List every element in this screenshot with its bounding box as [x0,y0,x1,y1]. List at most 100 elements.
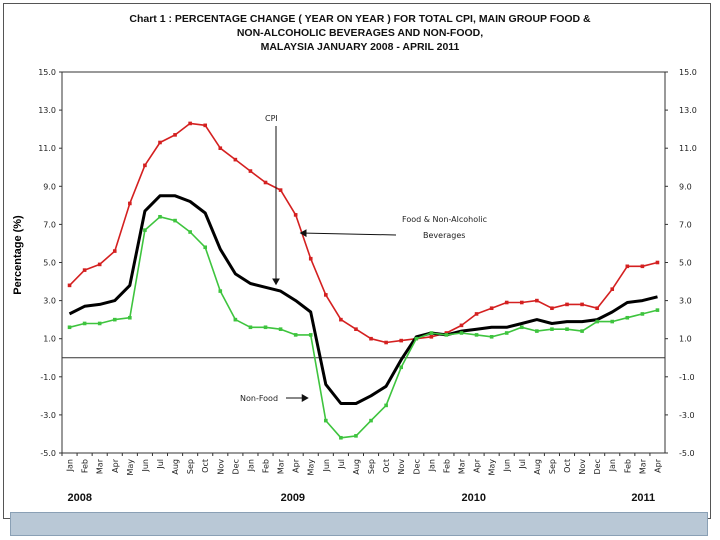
x-tick-label: Jul [337,459,346,470]
x-tick-label: Sep [186,459,195,474]
x-tick-label: Jan [66,459,75,472]
data-point [459,323,464,328]
data-point [429,331,434,335]
data-point [625,315,630,320]
data-point [595,319,599,324]
x-tick-label: May [126,459,135,476]
chart-title: Chart 1 : PERCENTAGE CHANGE ( YEAR ON YE… [60,12,660,54]
data-point [354,434,358,438]
data-point [293,333,298,337]
data-point [369,336,373,341]
x-tick-label: Oct [382,459,391,473]
y-tick-label-left: 7.0 [43,220,56,229]
data-point [535,298,539,303]
data-point [143,163,147,168]
data-point [504,331,509,335]
x-tick-label: Sep [367,459,376,474]
data-point [354,327,358,331]
x-tick-label: Nov [397,459,406,475]
data-point [444,331,449,335]
data-point [414,336,419,341]
x-tick-label: Feb [623,459,632,473]
data-point [339,435,343,440]
data-point [565,327,569,331]
data-point [67,325,72,330]
data-point [339,317,343,322]
annotation-food-label: Food & Non-Alcoholic [402,215,487,224]
y-tick-label-right: -5.0 [679,449,695,458]
data-point [173,218,177,223]
data-point [580,329,584,333]
x-tick-label: Mar [96,458,105,474]
data-point [384,340,388,345]
x-tick-label: Jul [156,459,165,470]
data-point [550,327,554,331]
y-tick-label-left: 11.0 [38,144,56,153]
y-tick-label-left: -3.0 [40,411,56,420]
data-point [263,325,268,330]
data-point [565,302,569,307]
data-point [158,140,162,145]
y-tick-label-right: 3.0 [679,297,692,306]
x-tick-label: Mar [277,458,286,474]
year-label: 2008 [68,492,92,504]
chart-title-line-3: MALAYSIA JANUARY 2008 - APRIL 2011 [260,41,460,53]
x-tick-label: Jun [503,459,512,473]
data-point [308,256,313,261]
y-tick-label-right: 15.0 [679,68,697,77]
y-tick-label-right: 7.0 [679,220,692,229]
data-point [459,331,464,335]
data-point [233,317,238,322]
y-tick-label-right: -1.0 [679,373,695,382]
annotation-food-arrow [299,229,397,238]
data-point [444,333,449,337]
data-point [293,213,298,217]
bottom-strip [10,512,708,536]
data-point [595,306,599,311]
x-tick-label: Dec [231,459,240,474]
x-tick-label: Nov [578,459,587,475]
y-tick-label-right: 1.0 [679,335,692,344]
data-point [112,317,117,322]
x-tick-label: Apr [111,458,120,473]
data-point [489,334,494,339]
y-tick-label-right: 11.0 [679,144,697,153]
data-point [519,325,524,330]
data-point [278,188,283,192]
data-point [474,333,479,337]
data-point [324,293,328,297]
data-point [203,123,208,128]
y-tick-label-left: -1.0 [40,373,56,382]
x-tick-label: Apr [473,458,482,473]
data-point [324,418,328,423]
x-tick-label: Apr [653,458,662,473]
data-point [640,312,645,316]
data-point [504,300,509,305]
y-tick-label-left: 3.0 [43,297,56,306]
data-point [203,245,208,250]
x-tick-label: Apr [292,458,301,473]
x-tick-label: Jan [608,459,617,472]
x-tick-label: Feb [262,459,271,473]
data-point [580,302,584,307]
x-tick-label: Aug [171,459,180,475]
x-tick-label: May [307,459,316,476]
x-tick-label: Aug [352,459,361,475]
y-tick-label-left: -5.0 [40,449,56,458]
y-tick-label-left: 13.0 [38,106,56,115]
x-tick-label: Jan [427,459,436,472]
x-tick-label: Nov [216,459,225,475]
x-tick-label: Mar [457,458,466,474]
data-point [233,157,238,162]
data-point [263,180,268,185]
data-point [399,365,403,370]
year-label: 2009 [281,492,305,504]
y-tick-label-left: 1.0 [43,335,56,344]
year-label: 2010 [461,492,485,504]
y-tick-label-left: 5.0 [43,259,56,268]
y-tick-label-left: 9.0 [43,182,56,191]
data-point [535,329,539,333]
series-line-cpi [68,194,658,405]
x-tick-label: Feb [81,459,90,473]
data-point [173,133,177,137]
